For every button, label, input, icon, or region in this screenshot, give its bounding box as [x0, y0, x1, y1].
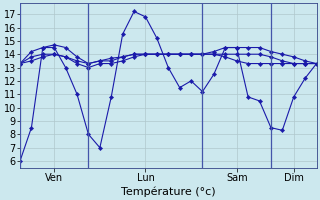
X-axis label: Température (°c): Température (°c): [121, 186, 216, 197]
